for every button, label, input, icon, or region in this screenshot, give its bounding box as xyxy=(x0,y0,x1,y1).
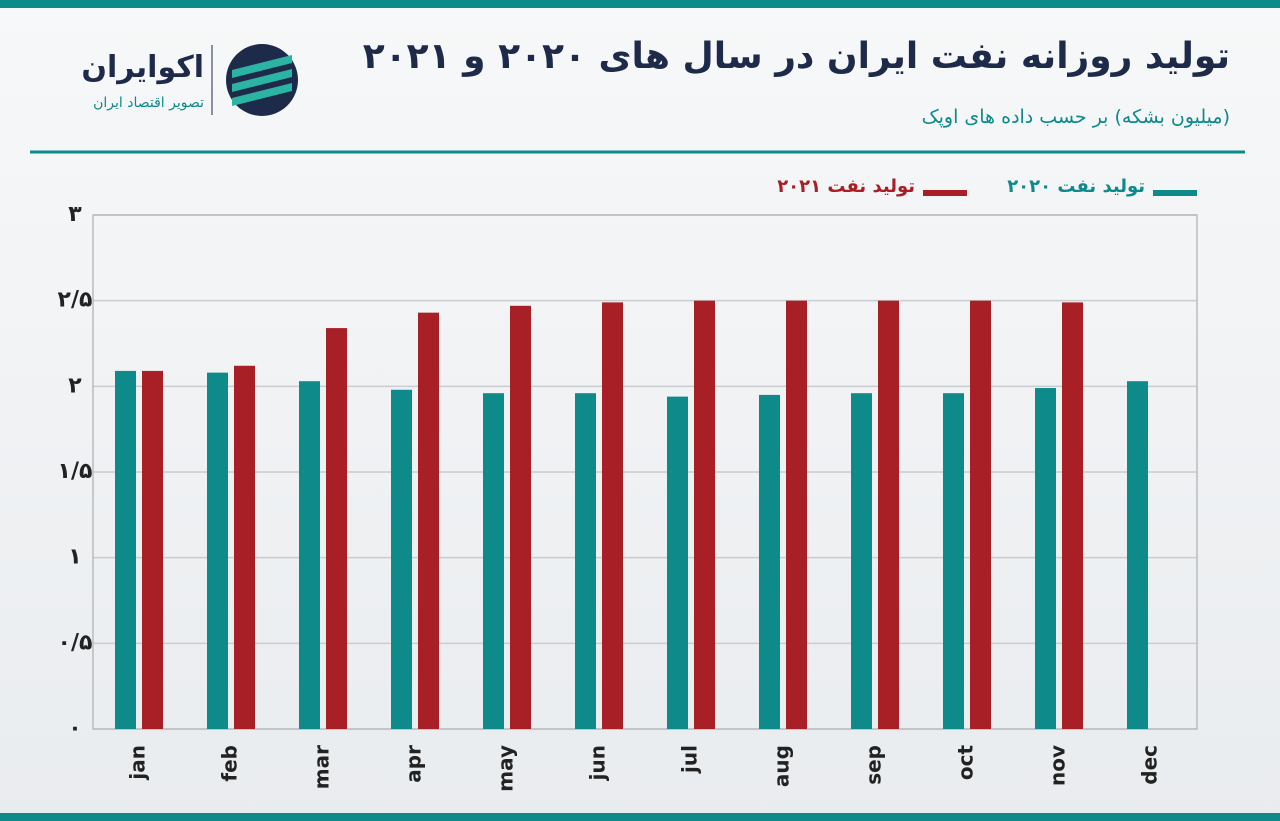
bar xyxy=(1062,302,1083,729)
y-tick-label: ۰/۵ xyxy=(58,630,93,655)
legend-label: تولید نفت ۲۰۲۱ xyxy=(777,176,915,197)
bar xyxy=(667,396,688,729)
y-tick-label: ۱ xyxy=(68,545,81,570)
bar xyxy=(851,393,872,729)
bar xyxy=(391,389,412,729)
bar xyxy=(115,370,136,729)
x-tick-label: jun xyxy=(586,745,610,781)
x-tick-label: mar xyxy=(310,745,334,789)
x-tick-label: jul xyxy=(678,745,702,774)
bar xyxy=(970,300,991,729)
x-tick-label: apr xyxy=(402,745,426,783)
x-tick-label: may xyxy=(494,745,518,792)
logo-tagline: تصویر اقتصاد ایران xyxy=(93,95,204,111)
bar xyxy=(878,300,899,729)
y-tick-label: ۳ xyxy=(68,202,82,227)
bar xyxy=(694,300,715,729)
bar xyxy=(1127,381,1148,729)
x-tick-label: oct xyxy=(954,745,978,781)
x-tick-label: dec xyxy=(1138,745,1162,785)
top-band xyxy=(0,0,1280,8)
bar xyxy=(1035,388,1056,729)
bar xyxy=(786,300,807,729)
chart-title: تولید روزانه نفت ایران در سال های ۲۰۲۰ و… xyxy=(362,36,1230,77)
logo-name: اکوایران xyxy=(81,50,204,85)
legend-swatch xyxy=(1153,190,1197,196)
logo-icon xyxy=(226,44,298,116)
x-tick-label: sep xyxy=(862,745,886,785)
bar xyxy=(510,305,531,729)
y-tick-label: ۲/۵ xyxy=(58,288,93,313)
bottom-band xyxy=(0,813,1280,821)
chart-subtitle: (میلیون بشکه) بر حسب داده های اوپک xyxy=(921,106,1230,128)
y-tick-label: ۲ xyxy=(68,373,82,398)
y-tick-label: ۱/۵ xyxy=(58,459,93,484)
bar xyxy=(602,302,623,729)
x-tick-label: jan xyxy=(126,745,150,781)
bar xyxy=(759,394,780,729)
bar xyxy=(299,381,320,729)
plot-border xyxy=(92,214,1198,730)
x-tick-label: feb xyxy=(218,745,242,782)
bar xyxy=(418,312,439,729)
bar xyxy=(483,393,504,729)
legend-label: تولید نفت ۲۰۲۰ xyxy=(1007,176,1145,197)
y-tick-label: ۰ xyxy=(68,716,81,741)
x-tick-label: aug xyxy=(770,745,794,787)
bar xyxy=(142,370,163,729)
bar xyxy=(207,372,228,729)
x-tick-label: nov xyxy=(1046,745,1070,786)
bar xyxy=(326,328,347,729)
legend-swatch xyxy=(923,190,967,196)
bar xyxy=(234,365,255,729)
bar xyxy=(575,393,596,729)
bar xyxy=(943,393,964,729)
